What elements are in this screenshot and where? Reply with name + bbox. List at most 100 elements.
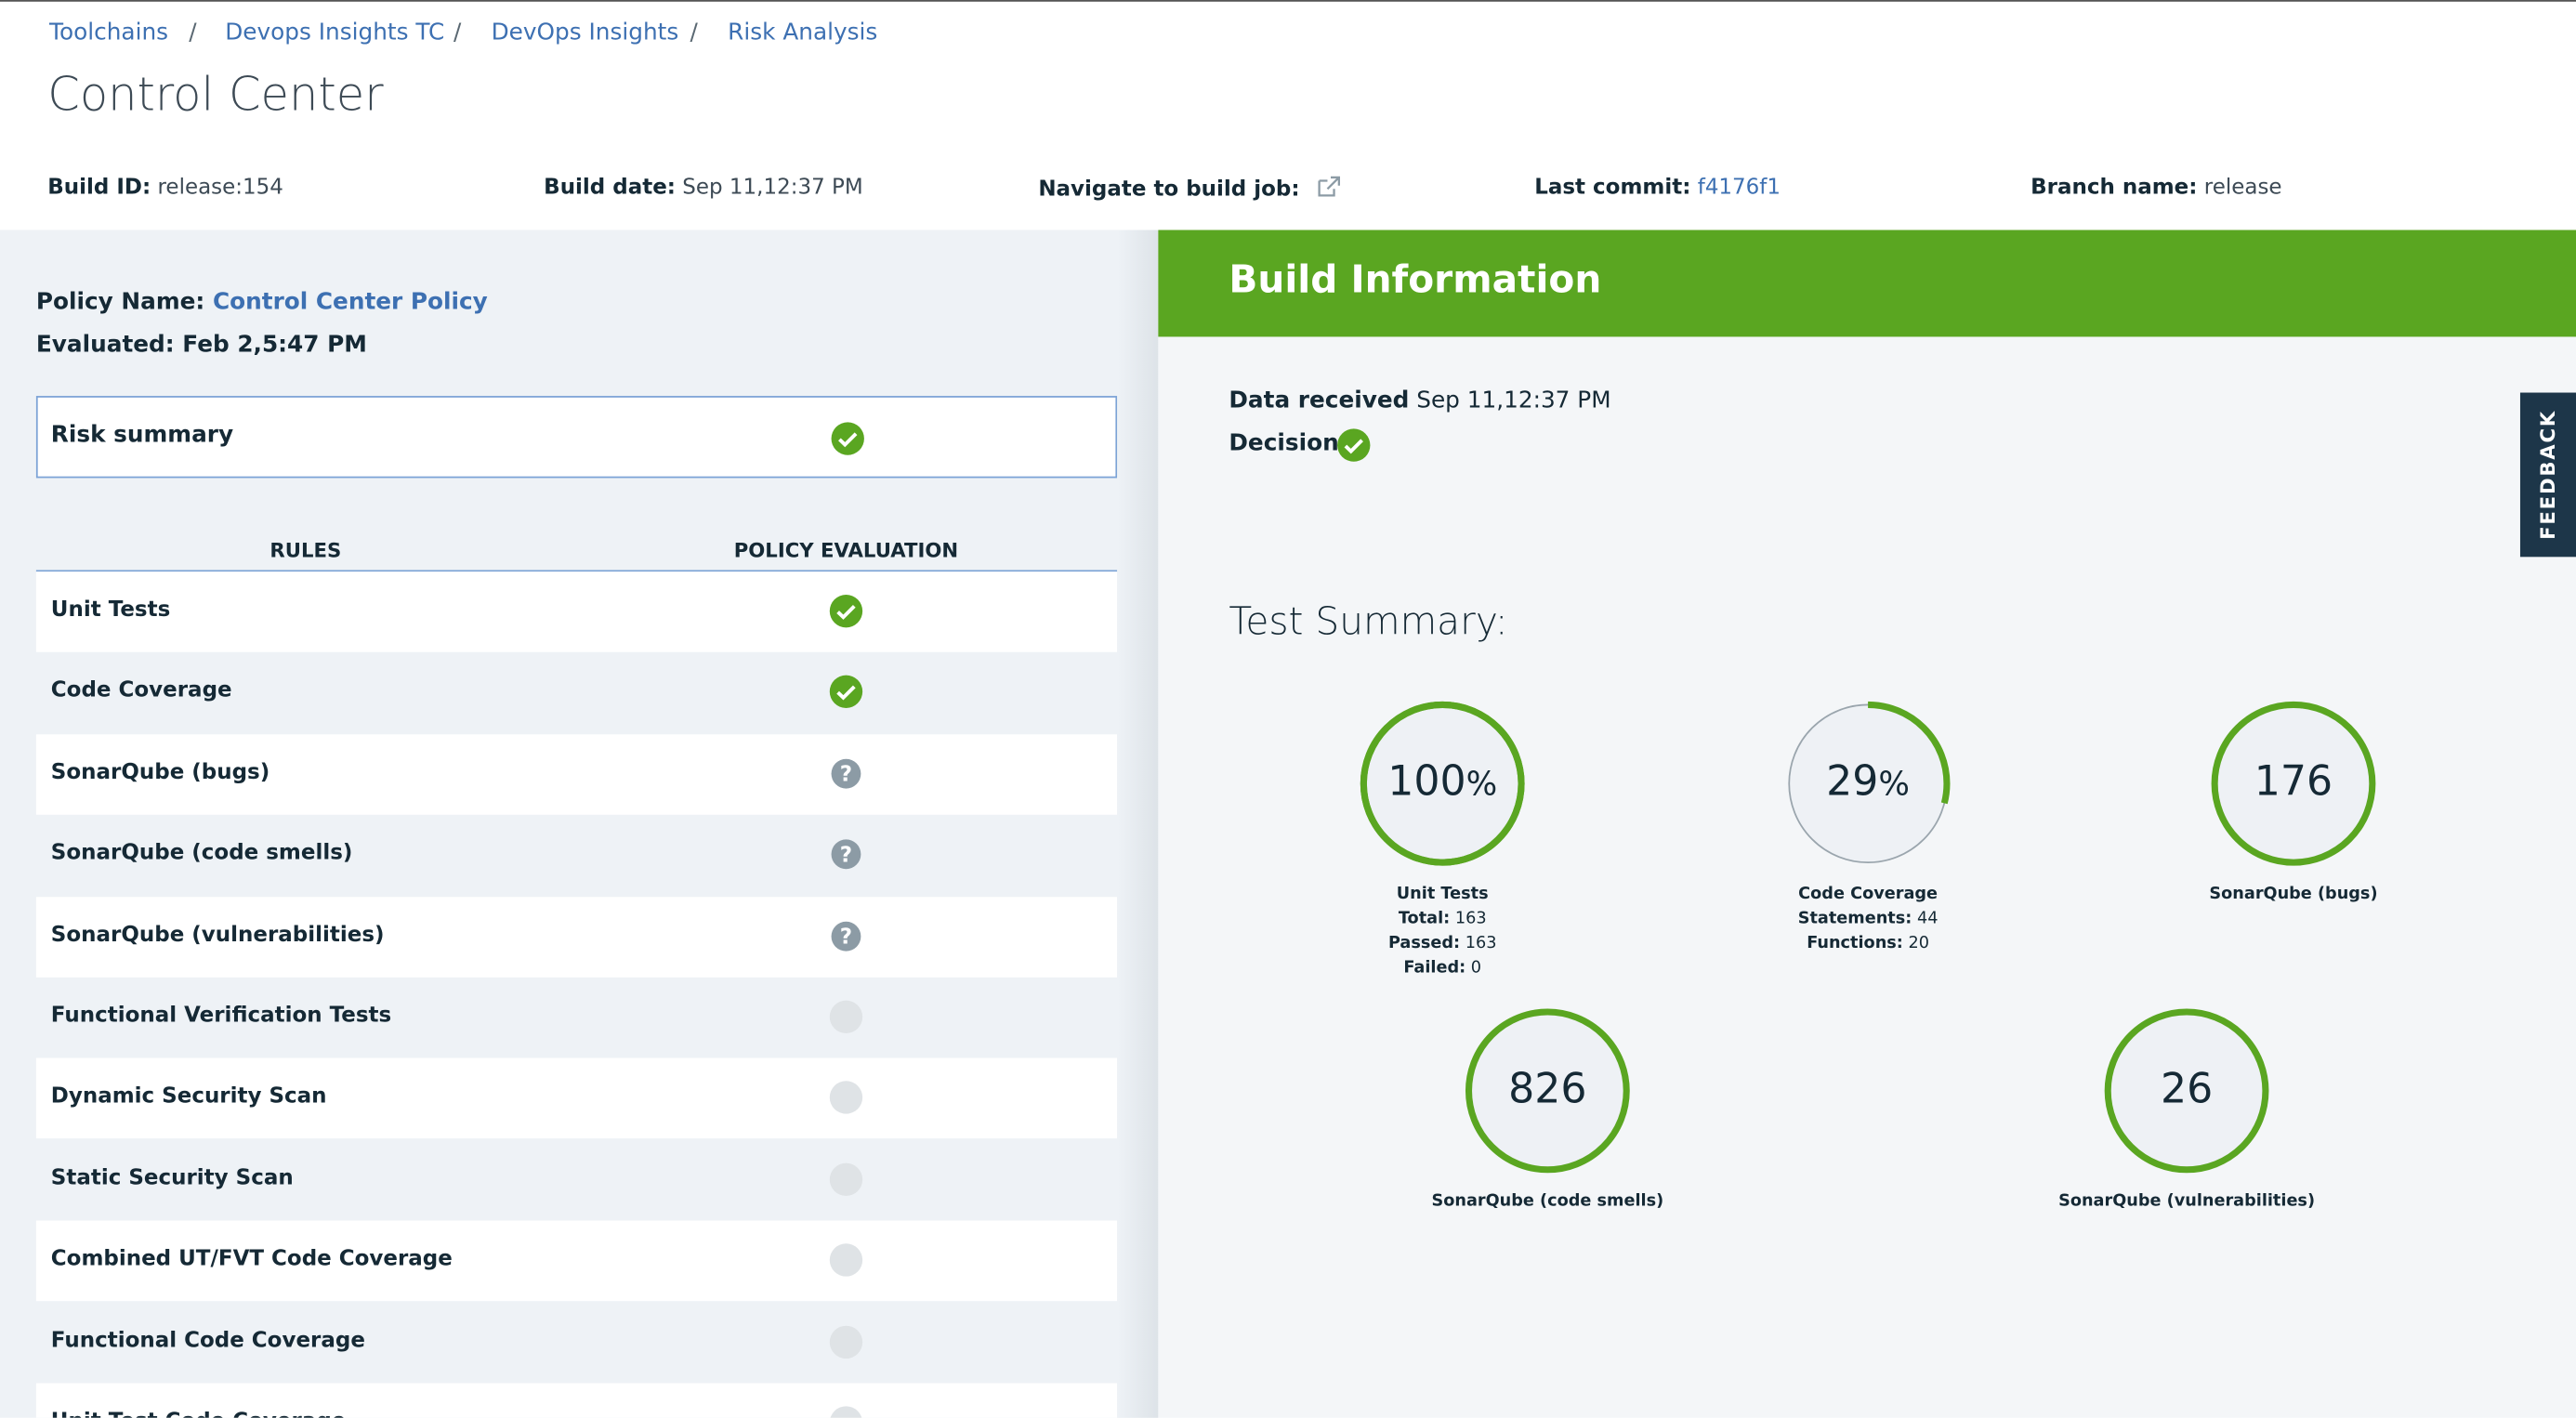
meta-label: Last commit: bbox=[1534, 176, 1691, 201]
rule-name: Unit Tests bbox=[50, 597, 171, 624]
policy-name: Policy Name: Control Center Policy bbox=[36, 289, 488, 315]
test-summary-title: Test Summary: bbox=[1229, 601, 1508, 645]
check bbox=[1344, 439, 1363, 454]
rule-row: Dynamic Security Scan bbox=[35, 1058, 1118, 1139]
detail-key: Failed: bbox=[1403, 959, 1466, 978]
metric-unit: % bbox=[1465, 764, 1498, 804]
ring-bg bbox=[2104, 1008, 2269, 1174]
metric-number: 26 bbox=[2160, 1064, 2214, 1112]
status-icon-unknown: ? bbox=[831, 758, 861, 789]
data-received-label: Data received bbox=[1229, 387, 1410, 414]
metric-ring bbox=[1360, 701, 1525, 866]
meta-value[interactable]: f4176f1 bbox=[1690, 176, 1781, 201]
meta-value: Sep 11,12:37 PM bbox=[675, 176, 863, 201]
detail-value: 20 bbox=[1902, 934, 1930, 953]
header-rule bbox=[35, 570, 1118, 572]
detail-key: Passed: bbox=[1387, 934, 1461, 953]
rule-name: SonarQube (vulnerabilities) bbox=[50, 922, 385, 948]
rule-name: Code Coverage bbox=[50, 678, 232, 704]
metric-value: 26 bbox=[2161, 1065, 2213, 1112]
metric-number: 100 bbox=[1387, 757, 1466, 806]
metric-label: Unit Tests bbox=[1396, 885, 1489, 904]
help-glyph: ? bbox=[840, 844, 852, 868]
build-meta: Build date: Sep 11,12:37 PM bbox=[544, 176, 863, 201]
rule-name: Unit Test Code Coverage bbox=[51, 1410, 347, 1418]
metric-label: SonarQube (bugs) bbox=[2209, 885, 2378, 904]
rule-row: Code Coverage bbox=[35, 652, 1118, 734]
build-info-panel: Build Information Data received Sep 11,12… bbox=[1158, 230, 2576, 1418]
build-meta: Last commit: f4176f1 bbox=[1534, 176, 1781, 201]
detail-value: 163 bbox=[1450, 910, 1487, 928]
ring-bg bbox=[1465, 1008, 1630, 1174]
metric-value: 176 bbox=[2254, 757, 2333, 805]
metric-number: 176 bbox=[2254, 757, 2333, 806]
detail-key: Functions: bbox=[1807, 934, 1903, 953]
status-icon-none bbox=[829, 1000, 863, 1034]
rule-name: Static Security Scan bbox=[50, 1165, 294, 1191]
rule-name: Dynamic Security Scan bbox=[50, 1084, 327, 1110]
status-icon-none bbox=[829, 1162, 863, 1196]
risk-summary: Risk summary bbox=[35, 396, 1118, 479]
metric-detail: Statements: 44 bbox=[1798, 910, 1939, 927]
check bbox=[838, 432, 858, 448]
rule-name: SonarQube (code smells) bbox=[50, 841, 353, 867]
check bbox=[836, 686, 856, 702]
meta-label: Build date: bbox=[544, 176, 676, 201]
breadcrumb-link[interactable]: Devops Insights TC bbox=[225, 20, 445, 46]
help-glyph: ? bbox=[840, 925, 852, 949]
policy-link[interactable]: Control Center Policy bbox=[212, 289, 488, 316]
help-bg bbox=[831, 921, 861, 951]
breadcrumb-link[interactable]: Toolchains bbox=[49, 20, 169, 46]
empty-status bbox=[829, 1000, 863, 1034]
check bbox=[836, 604, 856, 620]
build-meta: Build ID: release:154 bbox=[47, 176, 283, 201]
decision-label: Decision bbox=[1229, 430, 1339, 457]
risk-summary-label: Risk summary bbox=[50, 422, 234, 449]
metric-detail: Failed: 0 bbox=[1403, 959, 1481, 977]
meta-value: release:154 bbox=[151, 176, 283, 201]
feedback-text: FEEDBACK bbox=[2536, 410, 2560, 540]
breadcrumb-separator: / bbox=[690, 20, 698, 46]
status-icon-pass bbox=[829, 676, 863, 709]
rule-name: Functional Code Coverage bbox=[50, 1328, 365, 1354]
rules-header: RULES bbox=[269, 538, 342, 562]
data-received: Data received Sep 11,12:37 PM bbox=[1229, 387, 1610, 414]
meta-label: Navigate to build job: bbox=[1038, 177, 1300, 203]
page-title: Control Center bbox=[47, 67, 384, 122]
external-link-icon bbox=[1318, 176, 1341, 197]
policy-panel: Policy Name: Control Center Policy Evalua… bbox=[0, 230, 1159, 1418]
help-glyph: ? bbox=[840, 762, 852, 786]
ring-arc bbox=[1360, 701, 1525, 866]
metric-ring bbox=[2211, 701, 2376, 866]
status-icon-unknown: ? bbox=[831, 921, 861, 951]
metric-detail: Functions: 20 bbox=[1807, 935, 1929, 952]
detail-key: Total: bbox=[1398, 910, 1451, 928]
status-icon-pass bbox=[831, 422, 864, 455]
build-meta: Navigate to build job: bbox=[1038, 176, 1342, 202]
metric-detail: Passed: 163 bbox=[1388, 935, 1497, 952]
metric-label: SonarQube (code smells) bbox=[1431, 1192, 1664, 1211]
feedback-tab[interactable]: FEEDBACK bbox=[2519, 392, 2576, 558]
rule-row: Static Security Scan bbox=[35, 1139, 1118, 1221]
rule-row: Combined UT/FVT Code Coverage bbox=[35, 1220, 1118, 1302]
build-info-title: Build Information bbox=[1229, 259, 1602, 303]
metric-label: Code Coverage bbox=[1798, 885, 1939, 904]
rule-row: Functional Code Coverage bbox=[35, 1302, 1118, 1383]
status-icon-none bbox=[829, 1324, 863, 1359]
panel-shadow bbox=[1117, 230, 1159, 1418]
policy-name-label: Policy Name: bbox=[35, 289, 213, 316]
breadcrumb-link[interactable]: Risk Analysis bbox=[728, 20, 878, 46]
rule-row: SonarQube (code smells)? bbox=[35, 815, 1118, 896]
breadcrumb-link[interactable]: DevOps Insights bbox=[491, 20, 679, 46]
metric-value: 826 bbox=[1508, 1065, 1586, 1112]
metric-number: 29 bbox=[1826, 757, 1879, 806]
check-bg bbox=[831, 422, 864, 455]
meta-value: release bbox=[2197, 176, 2282, 201]
detail-value: 163 bbox=[1460, 934, 1497, 953]
status-icon-unknown: ? bbox=[831, 839, 861, 870]
help-bg bbox=[831, 839, 861, 870]
metric-value: 100% bbox=[1387, 757, 1497, 805]
rule-row: Unit Test Code Coverage bbox=[35, 1383, 1118, 1418]
check-bg bbox=[829, 594, 863, 628]
